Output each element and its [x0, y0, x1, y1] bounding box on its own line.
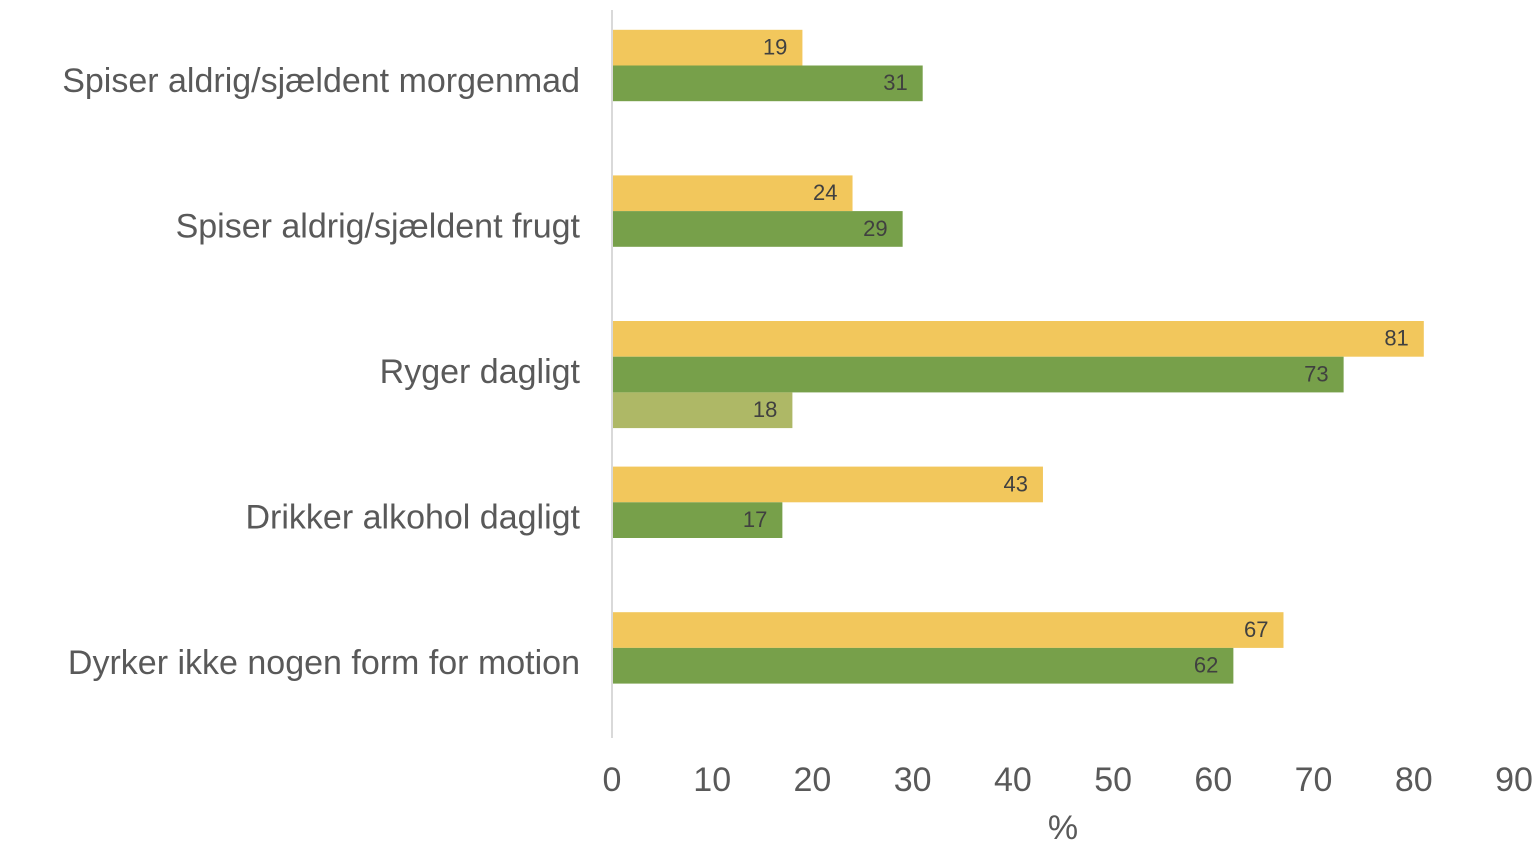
bar — [612, 65, 923, 102]
x-tick-label: 90 — [1495, 761, 1533, 799]
x-tick-label: 50 — [1094, 761, 1132, 799]
x-tick-label: 10 — [693, 761, 731, 799]
bar — [612, 466, 1043, 503]
data-label: 17 — [743, 507, 767, 532]
bar — [612, 175, 853, 212]
y-tick-label: Drikker alkohol dagligt — [246, 499, 581, 537]
bar — [612, 321, 1424, 357]
data-label: 81 — [1384, 326, 1408, 351]
data-label: 43 — [1003, 471, 1027, 496]
data-label: 29 — [863, 216, 887, 241]
x-tick-label: 0 — [603, 761, 622, 799]
bar — [612, 612, 1284, 648]
y-tick-label: Spiser aldrig/sjældent frugt — [176, 207, 581, 245]
bar — [612, 392, 793, 429]
data-label: 73 — [1304, 361, 1328, 386]
data-label: 31 — [883, 70, 907, 95]
x-tick-label: 60 — [1194, 761, 1232, 799]
x-axis-label: % — [1048, 809, 1078, 847]
bar — [612, 211, 903, 247]
bar — [612, 647, 1234, 684]
y-tick-label: Ryger dagligt — [380, 353, 581, 391]
x-tick-label: 30 — [894, 761, 932, 799]
y-tick-label: Dyrker ikke nogen form for motion — [68, 644, 580, 682]
x-tick-label: 80 — [1395, 761, 1433, 799]
y-tick-label: Spiser aldrig/sjældent morgenmad — [62, 62, 580, 100]
x-tick-label: 20 — [794, 761, 832, 799]
bar — [612, 29, 803, 66]
x-tick-label: 40 — [994, 761, 1032, 799]
data-label: 62 — [1194, 653, 1218, 678]
data-label: 24 — [813, 180, 837, 205]
data-label: 19 — [763, 34, 787, 59]
data-label: 18 — [753, 397, 777, 422]
bar — [612, 356, 1344, 393]
bar — [612, 502, 783, 538]
x-tick-label: 70 — [1295, 761, 1333, 799]
data-label: 67 — [1244, 617, 1268, 642]
